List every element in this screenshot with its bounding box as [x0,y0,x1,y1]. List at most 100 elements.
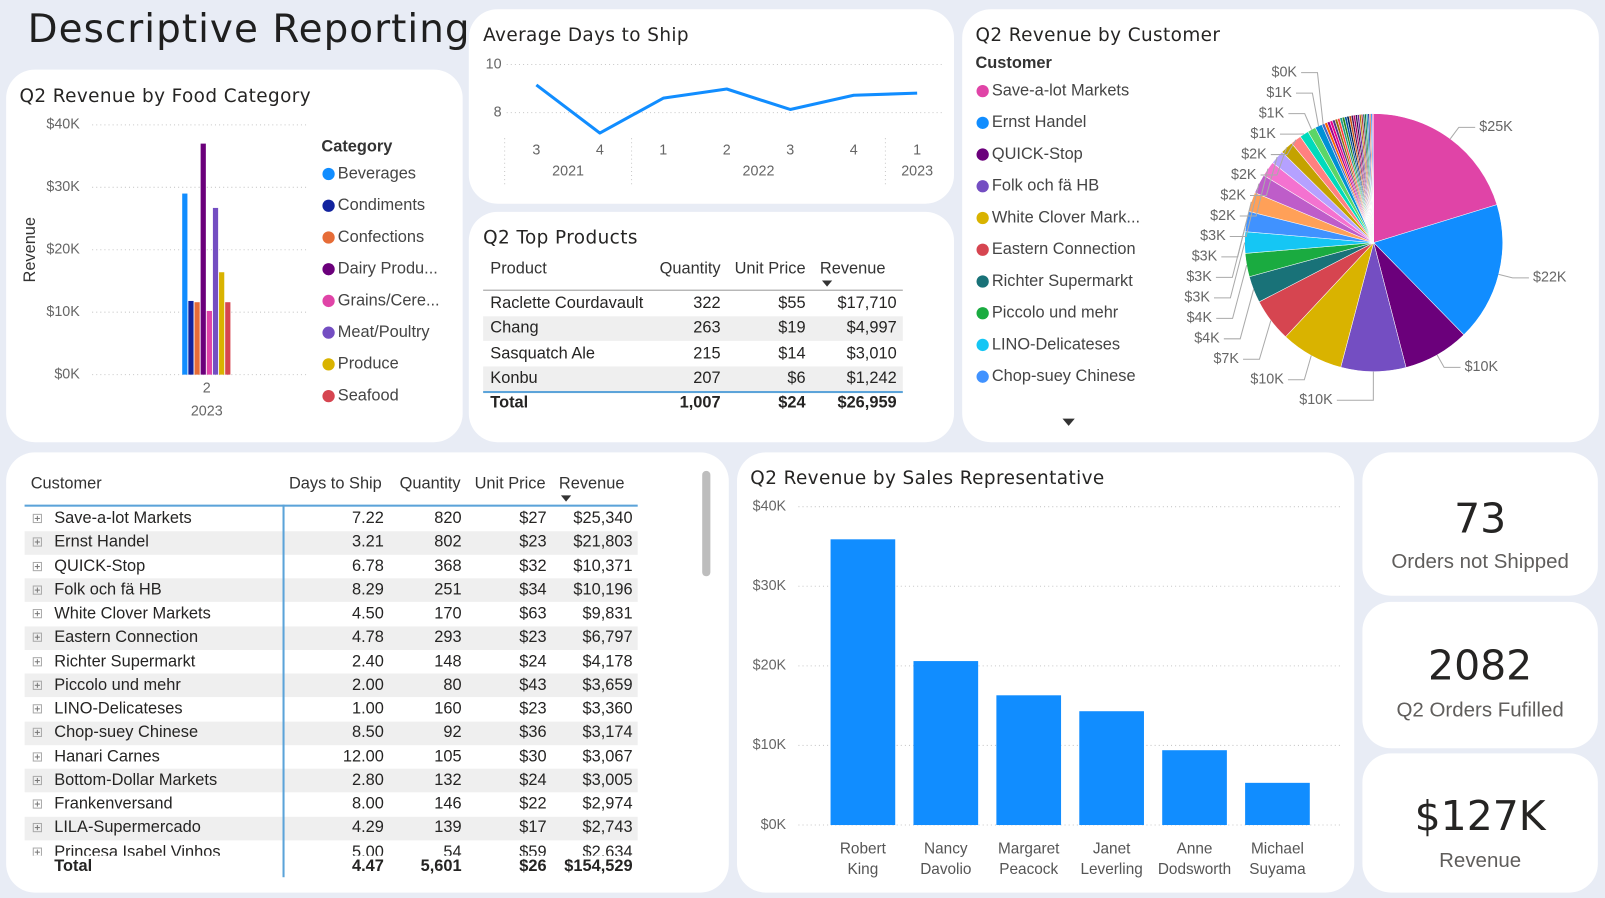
column-rule [282,504,285,878]
table-cell: $17 [519,819,547,837]
table-cell: $59 [519,842,547,856]
table-cell: QUICK-Stop [54,557,146,575]
table-cell: 802 [434,533,462,551]
table-cell: $10,196 [573,581,633,599]
table-cell: 12.00 [342,747,384,766]
table-cell: 322 [693,294,721,313]
sort-arrow [560,495,572,502]
table-cell: 8.00 [351,795,384,813]
expand-button[interactable] [32,799,42,809]
expand-button[interactable] [32,609,42,619]
expand-button[interactable] [32,847,42,856]
total-cell: Total [490,394,529,412]
expand-button[interactable] [32,513,42,524]
table-cell: Frankenversand [54,795,173,813]
table-cell: 146 [434,795,462,813]
x-tick-label: Michael Suyama [1249,840,1306,879]
page-title: Descriptive Reporting [27,6,471,52]
table-cell: $25,340 [573,509,633,528]
table-cell: $2,974 [582,795,633,813]
table-cell: $36 [519,723,547,742]
kpi-card [1362,601,1598,749]
table-cell: $55 [778,294,806,313]
table-cell: 215 [693,344,721,362]
x-tick-label: Janet Leverling [1080,840,1143,879]
table-cell: White Clover Markets [54,604,211,623]
row-stripe [24,768,638,793]
sort-arrow [821,280,833,287]
total-cell: $24 [778,394,806,412]
table-cell: Konbu [490,369,538,387]
table-cell: $3,067 [582,747,633,766]
table-body: Save-a-lot Markets 7.22 820 $27 $25,340 Ernst… [24,508,639,856]
expand-button[interactable] [32,680,42,690]
table-cell: Folk och fä HB [54,581,162,599]
kpi-label: Orders not Shipped [1391,550,1569,574]
table-cell: 820 [434,509,462,528]
table-cell: 54 [443,842,462,856]
kpi-card [1362,753,1598,893]
table-cell: 5.00 [351,842,384,856]
row-stripe [24,721,638,746]
expand-button[interactable] [32,775,42,785]
table-cell: $23 [519,628,547,647]
column-header: Quantity [659,259,721,278]
column-header: Quantity [399,474,461,493]
total-rule [483,391,903,394]
row-stripe [24,626,638,650]
table-cell: $1,242 [846,369,897,387]
expand-button[interactable] [32,632,42,643]
expand-button[interactable] [32,561,42,571]
table-cell: Richter Supermarkt [54,652,196,670]
expand-button[interactable] [32,823,42,833]
expand-button[interactable] [32,537,42,547]
expand-button[interactable] [32,728,42,738]
expand-button[interactable] [32,656,42,666]
table-cell: $32 [519,557,547,575]
scrollbar[interactable] [702,470,711,577]
total-cell: Total [54,857,93,876]
table-cell: $10,371 [573,557,633,575]
header-rule [24,504,638,507]
kpi-card [1362,452,1598,596]
table-cell: 170 [434,604,462,623]
table-cell: $4,997 [846,319,897,338]
table-cell: $3,659 [582,676,633,694]
table-cell: $34 [519,581,547,599]
expand-button[interactable] [32,751,42,762]
table-cell: 368 [434,557,462,575]
table-cell: 8.50 [351,723,384,742]
table-cell: 148 [434,652,462,670]
table-cell: 4.50 [351,604,384,623]
table-cell: $63 [519,604,547,623]
panel [736,452,1355,893]
expand-button[interactable] [32,585,42,595]
table-cell: Ernst Handel [54,533,149,551]
table-cell: 80 [443,676,462,694]
table-cell: $43 [519,676,547,694]
table-cell: $30 [519,747,547,766]
expand-button[interactable] [32,704,42,714]
table-cell: 4.29 [351,819,384,837]
column-header: Revenue [819,259,886,278]
total-cell: 1,007 [679,394,721,412]
x-tick-label: Anne Dodsworth [1157,840,1232,879]
table-cell: $23 [519,533,547,551]
column-header: Unit Price [474,474,546,493]
row-stripe [24,578,638,603]
row-stripe [24,530,638,555]
total-cell: $154,529 [564,857,633,876]
table-cell: LINO-Delicateses [54,700,183,718]
table-cell: Save-a-lot Markets [54,509,192,528]
column-header: Customer [30,474,102,493]
kpi-value: $127K [1414,793,1546,841]
table-cell: 139 [434,819,462,837]
table-cell: 105 [434,747,462,766]
table-cell: 4.78 [351,628,384,647]
table-cell: LILA-Supermercado [54,819,201,837]
kpi-value: 2082 [1428,642,1533,690]
kpi-value: 73 [1454,495,1507,543]
panel [468,9,954,204]
table-cell: 251 [434,581,462,599]
